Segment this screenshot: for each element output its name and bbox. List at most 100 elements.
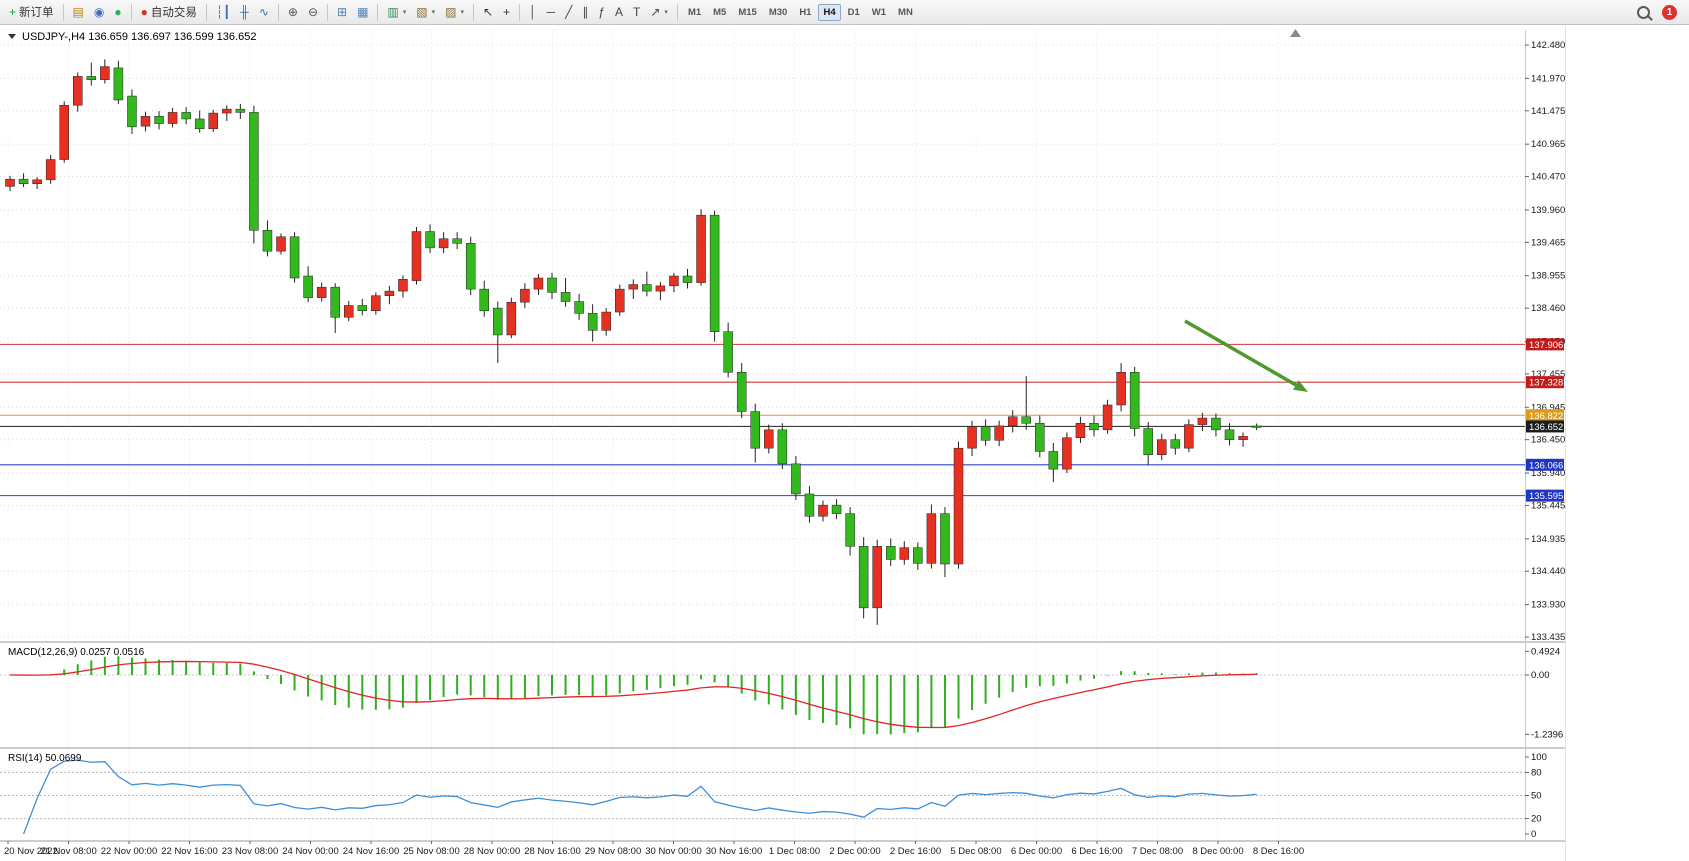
text-button[interactable]: A <box>610 1 628 23</box>
price-tag <box>1526 420 1564 433</box>
toolbar-separator <box>377 3 379 21</box>
symbol-title: USDJPY-,H4 136.659 136.697 136.599 136.6… <box>22 31 256 43</box>
svg-text:138.460: 138.460 <box>1531 303 1565 314</box>
text-label-icon: T <box>633 5 641 19</box>
rsi-panel <box>0 759 1525 835</box>
svg-text:136.450: 136.450 <box>1531 435 1565 446</box>
svg-text:136.822: 136.822 <box>1529 411 1563 422</box>
horizontal-line-button[interactable]: ─ <box>542 1 561 23</box>
timeframe-m5[interactable]: M5 <box>713 6 727 18</box>
svg-text:0.4924: 0.4924 <box>1531 646 1560 657</box>
toolbar: + 新订单 ▤ ◉ ● ● 自动交易 ┆┃ ╫ ∿ ⊕ ⊖ ⊞ ▦ ▥ ▾ ▧ ▾ ▨ ▾ ↖ + │ ─ ╱ ∥ ƒ A T ↗ ▾ M1 M… <box>0 0 1689 25</box>
templates-button[interactable]: ▨ ▾ <box>440 1 469 23</box>
svg-text:1 Dec 08:00: 1 Dec 08:00 <box>769 846 820 857</box>
channel-button[interactable]: ∥ <box>577 1 593 23</box>
svg-text:135.445: 135.445 <box>1531 500 1565 511</box>
chart-dropdown-icon[interactable] <box>8 34 16 39</box>
svg-text:0.00: 0.00 <box>1531 670 1550 681</box>
svg-text:50: 50 <box>1531 791 1542 802</box>
svg-text:21 Nov 08:00: 21 Nov 08:00 <box>40 846 97 857</box>
svg-text:137.328: 137.328 <box>1529 378 1563 389</box>
timeframe-h4[interactable]: H4 <box>818 3 841 21</box>
profiles-button[interactable]: ▧ ▾ <box>411 1 440 23</box>
tile-windows-button[interactable]: ⊞ <box>332 1 352 23</box>
svg-text:136.066: 136.066 <box>1529 460 1563 471</box>
candlestick-chart-button[interactable]: ╫ <box>235 1 254 23</box>
toolbar-separator <box>62 3 64 21</box>
svg-text:25 Nov 08:00: 25 Nov 08:00 <box>403 846 460 857</box>
indicators-icon: ▦ <box>357 5 369 19</box>
chevron-down-icon: ▾ <box>664 9 668 16</box>
timeframe-h1[interactable]: H1 <box>799 6 812 18</box>
arrows-button[interactable]: ↗ ▾ <box>645 1 673 23</box>
svg-text:133.435: 133.435 <box>1531 632 1565 643</box>
vertical-line-button[interactable]: │ <box>524 1 542 23</box>
svg-text:138.955: 138.955 <box>1531 271 1565 282</box>
svg-text:8 Dec 00:00: 8 Dec 00:00 <box>1192 846 1243 857</box>
zoom-in-icon: ⊕ <box>287 5 298 19</box>
timeframe-m1[interactable]: M1 <box>687 6 702 18</box>
svg-text:141.475: 141.475 <box>1531 106 1565 117</box>
indicators-button[interactable]: ▦ <box>352 1 373 23</box>
toolbar-separator <box>472 3 474 21</box>
vertical-line-icon: │ <box>529 5 537 19</box>
line-chart-button[interactable]: ∿ <box>254 1 274 23</box>
profiles-icon: ▧ <box>416 5 428 19</box>
macd-panel <box>0 656 1525 735</box>
cursor-icon: ↖ <box>482 5 494 19</box>
fibonacci-button[interactable]: ƒ <box>593 1 610 23</box>
toolbar-groups: + 新订单 ▤ ◉ ● ● 自动交易 ┆┃ ╫ ∿ ⊕ ⊖ ⊞ ▦ ▥ ▾ ▧ ▾ ▨ ▾ ↖ + │ ─ ╱ ∥ ƒ A T ↗ ▾ M1 M… <box>4 0 1637 24</box>
zoom-in-button[interactable]: ⊕ <box>283 1 303 23</box>
toolbar-separator <box>205 3 207 21</box>
trend-arrow[interactable] <box>1184 319 1301 389</box>
bar-chart-button[interactable]: ┆┃ <box>211 1 235 23</box>
price-tag <box>1526 489 1564 502</box>
notification-badge[interactable]: 1 <box>1662 4 1677 20</box>
timeframe-mn[interactable]: MN <box>898 6 913 18</box>
autotrading-button[interactable]: ● 自动交易 <box>136 1 202 23</box>
candles <box>5 59 1262 625</box>
cursor-button[interactable]: ↖ <box>478 1 498 23</box>
crosshair-button[interactable]: + <box>498 1 515 23</box>
timeframe-w1[interactable]: W1 <box>871 6 887 18</box>
svg-text:28 Nov 16:00: 28 Nov 16:00 <box>524 846 581 857</box>
text-label-button[interactable]: T <box>628 1 645 23</box>
chevron-down-icon: ▾ <box>402 9 407 16</box>
community-button[interactable]: ● <box>109 1 126 23</box>
trendline-button[interactable]: ╱ <box>560 1 577 23</box>
autotrading-icon: ● <box>140 5 148 19</box>
svg-text:139.960: 139.960 <box>1531 205 1565 216</box>
svg-text:24 Nov 00:00: 24 Nov 00:00 <box>282 846 339 857</box>
zoom-out-button[interactable]: ⊖ <box>303 1 323 23</box>
text-icon: A <box>615 5 624 19</box>
price-tag <box>1526 409 1564 422</box>
horizontal-lines[interactable] <box>0 343 1525 497</box>
timeframe-d1[interactable]: D1 <box>847 6 860 18</box>
chart-window-icon: ▤ <box>72 5 84 19</box>
price-tag <box>1526 458 1564 471</box>
new-order-button[interactable]: + 新订单 <box>4 1 59 23</box>
chart-shift-marker[interactable] <box>1290 29 1301 37</box>
svg-text:142.480: 142.480 <box>1531 40 1565 51</box>
market-watch-button[interactable]: ◉ <box>89 1 109 23</box>
charts-window-button[interactable]: ▤ <box>68 1 89 23</box>
svg-text:28 Nov 00:00: 28 Nov 00:00 <box>464 846 521 857</box>
svg-text:100: 100 <box>1531 752 1547 763</box>
search-icon[interactable] <box>1637 5 1650 19</box>
svg-text:80: 80 <box>1531 767 1542 778</box>
timeframe-m15[interactable]: M15 <box>738 6 757 18</box>
person-icon: ◉ <box>93 5 105 19</box>
svg-text:20 Nov 2022: 20 Nov 2022 <box>4 846 58 857</box>
price-scale[interactable]: 142.480 141.970 141.475 140.965 140.470 139.9… <box>1525 40 1565 840</box>
svg-text:141.970: 141.970 <box>1531 73 1565 84</box>
timeframe-m30[interactable]: M30 <box>768 6 788 18</box>
fibonacci-icon: ƒ <box>598 5 605 19</box>
svg-text:6 Dec 00:00: 6 Dec 00:00 <box>1011 846 1062 857</box>
chart-background <box>0 26 1689 861</box>
new-chart-button[interactable]: ▥ ▾ <box>382 1 411 23</box>
tile-icon: ⊞ <box>337 5 348 19</box>
svg-text:134.440: 134.440 <box>1531 566 1565 577</box>
